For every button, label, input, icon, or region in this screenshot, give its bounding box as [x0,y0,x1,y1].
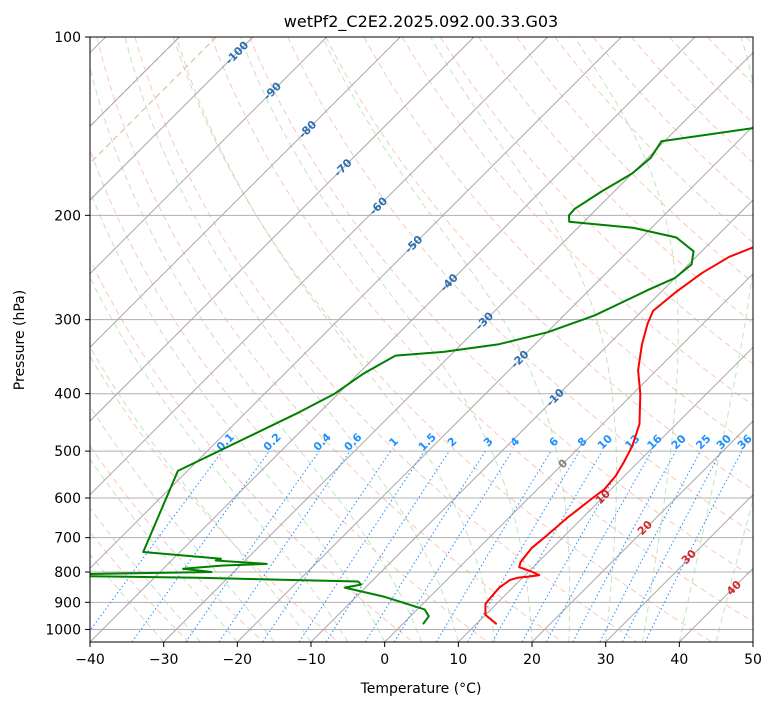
isotherm-line [384,272,753,642]
moist-adiabat-line [678,37,753,642]
isotherm-line [457,346,753,642]
isotherm-line [531,420,753,642]
mixing-ratio-line [325,450,450,642]
dry-adiabat-line [439,37,753,365]
dry-adiabat-line [134,37,638,642]
moist-adiabat-line [715,498,753,642]
x-tick-label: 10 [449,652,467,668]
moist-adiabat-line [90,276,349,642]
mixing-ratio-line [131,450,270,642]
isotherm-line [90,37,254,201]
mixing-ratio-line [545,450,653,642]
temperature-profile-line [484,246,753,625]
dry-adiabat-line [90,445,264,642]
dry-adiabat-line [96,37,563,642]
x-tick-label: 0 [380,652,389,668]
mixing-ratio-line [218,450,351,642]
isotherm-line [90,37,622,570]
y-tick-label: 300 [54,313,81,329]
moist-adiabat-line [124,37,459,642]
y-tick-label: 500 [54,444,81,460]
y-axis-ticks: 100 200 300 400 500 600 700 800 900 1000 [45,30,90,638]
dry-adiabat-line [249,37,753,578]
y-tick-label: 600 [54,491,81,507]
x-tick-label: −30 [149,652,179,668]
y-tick-label: 700 [54,531,81,547]
mixing-ratio-line [644,450,743,642]
dry-adiabat-line [325,37,753,491]
isotherm-line [605,493,753,642]
dry-adiabat-line [478,37,753,324]
moist-adiabat-line [90,553,165,642]
mixing-ratio-line [298,450,425,642]
x-axis-ticks: −40 −30 −20 −10 0 10 20 30 40 50 [75,642,762,668]
moist-adiabat-line [175,37,496,642]
mixing-ratio-line [521,450,630,642]
isotherm-line [90,37,696,642]
mixing-ratio-line [185,450,320,642]
moist-adiabat-line [90,458,238,642]
mixing-ratio-line [393,450,513,642]
y-axis-label: Pressure (hPa) [12,290,28,390]
profile-lines [90,127,753,625]
y-tick-label: 800 [54,565,81,581]
moist-adiabat-line [574,37,679,642]
moist-adiabat-line [90,189,386,642]
y-tick-label: 900 [54,595,81,611]
dry-adiabat-line [210,37,753,623]
isotherm-line [90,37,549,496]
moist-adiabat-line [90,65,422,642]
x-tick-label: −40 [75,652,105,668]
x-tick-label: 40 [670,652,688,668]
isotherm-line [90,37,328,275]
x-tick-label: −10 [296,652,326,668]
y-tick-label: 1000 [45,622,81,638]
isotherm-line [310,199,753,642]
x-tick-label: 50 [744,652,762,668]
chart-title: wetPf2_C2E2.2025.092.00.33.G03 [284,12,558,32]
isotherm-line [90,37,401,349]
moist-adiabat-line [239,37,533,642]
dry-adiabat-line [172,37,712,642]
y-tick-label: 100 [54,30,81,46]
mixing-ratio-lines [90,450,743,642]
x-axis-label: Temperature (°C) [360,681,482,697]
moist-adiabat-line [90,507,201,642]
dewpoint-profile-line [90,127,753,625]
skewed-isotherms [90,37,753,642]
x-tick-label: 30 [597,652,615,668]
y-tick-label: 400 [54,387,81,403]
x-tick-label: −20 [223,652,253,668]
moist-adiabat-line [430,37,617,642]
mixing-ratio-line [262,450,392,642]
moist-adiabat-line [90,405,275,642]
isotherm-line [90,37,475,422]
mixing-ratio-line [90,450,223,632]
plot-frame [89,36,754,643]
reference-line [90,37,217,165]
x-tick-label: 20 [523,652,541,668]
mixing-ratio-line [572,450,677,642]
isotherm-line [163,51,753,642]
dry-adiabat-line [90,148,488,642]
y-tick-label: 200 [54,208,81,224]
moist-adiabat-line [322,37,571,642]
isotherm-line [236,125,753,642]
